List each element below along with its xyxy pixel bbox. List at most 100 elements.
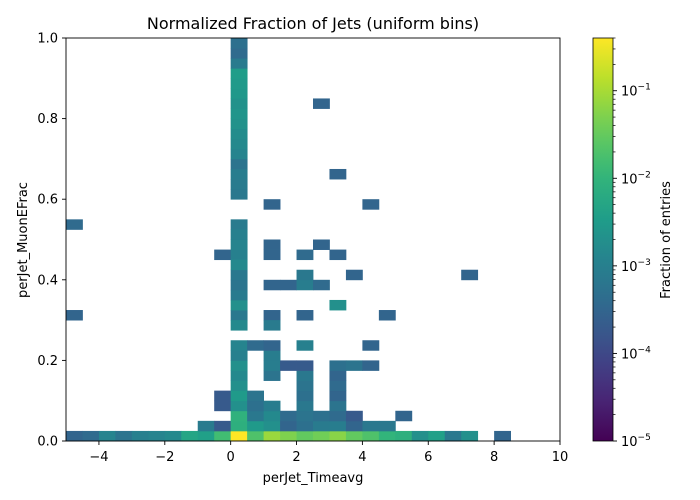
heatmap-cell <box>230 259 248 271</box>
heatmap-cell <box>230 239 248 250</box>
heatmap-cell <box>230 189 248 200</box>
heatmap-cell <box>66 430 83 442</box>
heatmap-cell <box>362 340 380 351</box>
heatmap-cell <box>296 310 314 321</box>
heatmap-cell <box>230 58 248 69</box>
heatmap-cell <box>263 320 281 331</box>
heatmap-cell <box>329 168 347 180</box>
heatmap-cell <box>329 410 347 422</box>
heatmap-cell <box>230 68 248 79</box>
x-tick-label: −2 <box>155 450 174 465</box>
heatmap-cell <box>263 400 281 412</box>
heatmap-cell <box>197 430 215 442</box>
heatmap-cell <box>362 360 380 371</box>
heatmap-cell <box>247 420 264 432</box>
y-tick-label: 0.8 <box>37 112 58 127</box>
heatmap-cell <box>247 400 264 412</box>
heatmap-cell <box>263 199 281 210</box>
colorbar-label: Fraction of entries <box>659 181 674 299</box>
heatmap-cell <box>296 430 314 442</box>
heatmap-cell <box>313 420 330 432</box>
heatmap-cell <box>461 430 479 442</box>
heatmap-cell <box>230 380 248 392</box>
colorbar-tick-label: 10−1 <box>621 83 651 100</box>
heatmap-cell <box>230 219 248 230</box>
heatmap-cell <box>411 430 429 442</box>
heatmap-cell <box>230 430 248 442</box>
heatmap-cell <box>345 269 363 281</box>
heatmap-cell <box>280 360 297 371</box>
heatmap-cell <box>230 98 248 109</box>
x-axis-ticks: −4 −2 0 2 4 6 8 10 <box>89 441 568 465</box>
heatmap-cell <box>313 239 330 250</box>
heatmap-cell <box>329 420 347 432</box>
heatmap-cell <box>329 380 347 392</box>
x-tick-label: 6 <box>424 450 432 465</box>
x-tick-label: 2 <box>292 450 300 465</box>
heatmap-cell <box>280 410 297 422</box>
heatmap-cell <box>378 420 396 432</box>
heatmap-cell <box>214 400 232 412</box>
heatmap-cell <box>296 269 314 281</box>
heatmap-cell <box>230 229 248 240</box>
heatmap-cell <box>280 430 297 442</box>
heatmap-cell <box>494 430 511 442</box>
heatmap-cell <box>98 430 116 442</box>
heatmap-cell <box>247 430 264 442</box>
heatmap-cell <box>230 249 248 261</box>
colorbar <box>592 37 614 442</box>
heatmap-cell <box>313 279 330 291</box>
heatmap-cell <box>329 360 347 371</box>
heatmap-cell <box>164 430 182 442</box>
x-tick-label: −4 <box>89 450 108 465</box>
heatmap-cell <box>66 219 83 230</box>
heatmap-cell <box>214 420 232 432</box>
heatmap-cell <box>362 420 380 432</box>
chart-title: Normalized Fraction of Jets (uniform bin… <box>147 14 479 33</box>
y-tick-label: 0.0 <box>37 435 58 450</box>
x-tick-label: 0 <box>227 450 235 465</box>
y-tick-label: 0.6 <box>37 193 58 208</box>
heatmap-cell <box>230 320 248 331</box>
heatmap-cell <box>247 340 264 351</box>
y-tick-label: 1.0 <box>37 32 58 47</box>
heatmap-cell <box>296 279 314 291</box>
heatmap-cell <box>230 158 248 170</box>
heatmap-cell <box>230 310 248 321</box>
heatmap-cell <box>313 410 330 422</box>
heatmap-cell <box>296 249 314 261</box>
colorbar-ticks: 10−5 10−4 10−3 10−2 10−1 <box>613 37 651 450</box>
heatmap-cell <box>230 269 248 281</box>
heatmap-cell <box>263 239 281 250</box>
heatmap-cell <box>296 400 314 412</box>
heatmap-cell <box>230 390 248 402</box>
heatmap-cell <box>230 108 248 119</box>
heatmap-cell <box>230 410 248 422</box>
x-axis-label: perJet_Timeavg <box>263 471 364 486</box>
heatmap-cell <box>247 390 264 402</box>
heatmap-cell <box>230 299 248 311</box>
heatmap-cell <box>329 400 347 412</box>
heatmap-cell <box>263 279 281 291</box>
heatmap-cell <box>313 98 330 109</box>
heatmap-cell <box>263 360 281 371</box>
y-tick-label: 0.2 <box>37 354 58 369</box>
heatmap-cell <box>247 410 264 422</box>
heatmap-cell <box>345 410 363 422</box>
heatmap-cell <box>263 350 281 361</box>
heatmap-cell <box>329 299 347 311</box>
heatmap-cell <box>230 128 248 140</box>
heatmap-cell <box>329 390 347 402</box>
heatmap-cell <box>115 430 133 442</box>
heatmap-cell <box>148 430 166 442</box>
heatmap-cell <box>230 168 248 180</box>
heatmap-cell <box>214 390 232 402</box>
heatmap-cell <box>230 370 248 381</box>
heatmap-cell <box>230 360 248 371</box>
heatmap-cell <box>230 138 248 150</box>
heatmap-cell <box>329 430 347 442</box>
heatmap-cell <box>230 88 248 99</box>
heatmap-cell <box>378 430 396 442</box>
heatmap-cell <box>329 370 347 381</box>
